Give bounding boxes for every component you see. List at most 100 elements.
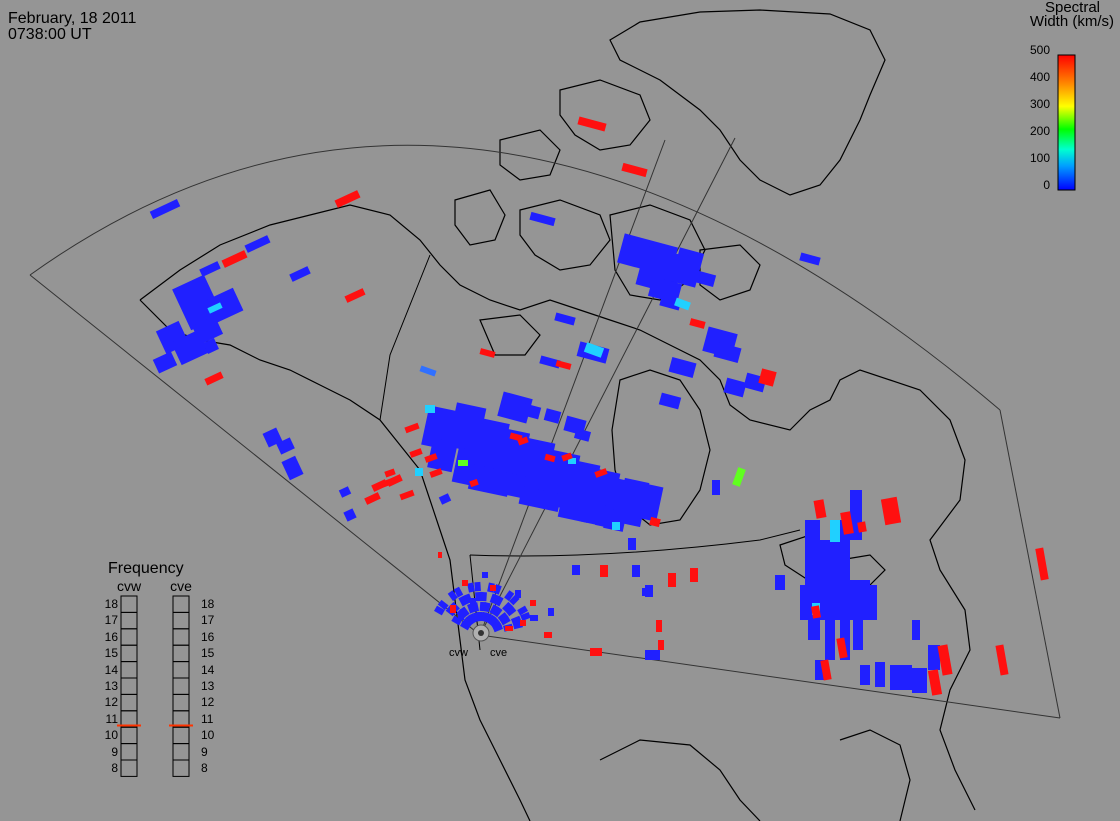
backscatter-cell	[244, 235, 271, 253]
backscatter-cell	[544, 632, 552, 638]
backscatter-cell	[458, 460, 468, 466]
frequency-box	[120, 759, 138, 777]
frequency-level-label: 10	[104, 728, 118, 743]
backscatter-cell	[656, 620, 662, 632]
backscatter-cell	[732, 467, 746, 487]
frequency-level-label: 12	[201, 695, 215, 710]
backscatter-cell	[475, 591, 482, 602]
backscatter-cell	[645, 650, 660, 660]
frequency-level-label: 18	[104, 597, 118, 611]
frequency-level-label: 12	[104, 695, 118, 710]
frequency-box	[120, 628, 138, 646]
backscatter-cell	[482, 572, 488, 578]
backscatter-cell	[799, 252, 821, 266]
backscatter-cell	[600, 565, 608, 577]
colorbar-tick: 100	[1029, 151, 1050, 165]
fov-outline	[29, 137, 1061, 719]
backscatter-cell	[204, 371, 224, 386]
backscatter-cell	[723, 377, 747, 398]
frequency-level-label: 15	[104, 646, 118, 661]
backscatter-cell	[289, 266, 311, 282]
backscatter-cell	[820, 580, 850, 620]
backscatter-cell	[502, 601, 513, 613]
backscatter-cell	[603, 508, 627, 532]
backscatter-cell	[149, 199, 181, 219]
backscatter-cell	[758, 368, 777, 387]
backscatter-cell	[434, 605, 445, 616]
backscatter-cell	[880, 496, 902, 526]
frequency-box	[172, 743, 190, 761]
backscatter-cell	[890, 665, 912, 690]
radar-sites	[472, 624, 490, 642]
frequency-box	[172, 693, 190, 712]
backscatter-cell	[594, 468, 608, 478]
backscatter-cell	[636, 483, 664, 522]
backscatter-cell	[459, 606, 470, 618]
backscatter-cell	[875, 662, 885, 687]
backscatter-cell	[489, 604, 499, 616]
backscatter-cell	[668, 573, 676, 587]
backscatter-cell	[470, 598, 476, 606]
colorbar-tick: 300	[1029, 97, 1050, 111]
backscatter-cell	[632, 565, 640, 577]
backscatter-cell	[865, 585, 877, 620]
backscatter-cell	[548, 608, 554, 616]
backscatter-cell	[775, 575, 785, 590]
backscatter-cell	[490, 585, 496, 591]
backscatter-cell	[659, 297, 681, 311]
backscatter-cell	[510, 615, 522, 625]
backscatter-cell	[857, 521, 867, 533]
station-label-cve: cve	[490, 647, 508, 659]
backscatter-cell	[518, 402, 542, 420]
backscatter-cell	[530, 615, 538, 621]
backscatter-cell	[674, 297, 691, 311]
backscatter-cell	[517, 605, 528, 616]
backscatter-cell	[520, 612, 531, 621]
backscatter-cell	[338, 486, 352, 498]
backscatter-cell	[492, 606, 503, 618]
backscatter-cell	[152, 351, 178, 374]
backscatter-cell	[530, 600, 536, 606]
colorbar-tick: 0	[1043, 178, 1050, 192]
backscatter-cell	[658, 392, 682, 410]
backscatter-cell	[713, 342, 742, 363]
backscatter-cell	[712, 480, 720, 495]
backscatter-cell	[497, 612, 509, 623]
backscatter-cell	[544, 453, 556, 463]
backscatter-cell	[820, 659, 832, 681]
backscatter-cell	[561, 452, 573, 462]
backscatter-cell	[474, 581, 481, 592]
backscatter-cell	[554, 312, 576, 326]
frequency-box	[172, 611, 190, 630]
backscatter-cell	[860, 665, 870, 685]
frequency-box	[120, 661, 138, 679]
colorbar-tick: 200	[1029, 124, 1050, 138]
frequency-box	[172, 628, 190, 646]
frequency-level-label: 9	[201, 744, 208, 759]
backscatter-cell	[343, 508, 357, 522]
backscatter-cell	[427, 437, 458, 473]
backscatter-cell	[505, 626, 513, 631]
backscatter-cell	[612, 522, 620, 530]
backscatter-cell	[458, 612, 464, 620]
backscatter-cell	[539, 355, 561, 369]
radar-site-center	[478, 630, 484, 636]
backscatter-cell	[642, 588, 650, 596]
backscatter-cell	[462, 580, 468, 586]
frequency-level-label: 8	[111, 761, 118, 775]
backscatter-cell	[281, 455, 304, 481]
frequency-level-label: 13	[104, 679, 118, 693]
frequency-level-label: 17	[104, 613, 118, 628]
colorbar-tick: 400	[1029, 70, 1050, 84]
frequency-boxes	[117, 595, 193, 777]
backscatter-cell	[479, 348, 496, 358]
backscatter-cell	[447, 590, 458, 602]
frequency-box	[172, 677, 190, 695]
backscatter-cell	[438, 493, 452, 505]
time-label: 0738:00 UT	[8, 26, 92, 43]
backscatter-cell	[409, 448, 423, 458]
backscatter-cell	[504, 590, 515, 602]
backscatter-cell	[825, 615, 835, 660]
backscatter-cell	[467, 613, 478, 624]
